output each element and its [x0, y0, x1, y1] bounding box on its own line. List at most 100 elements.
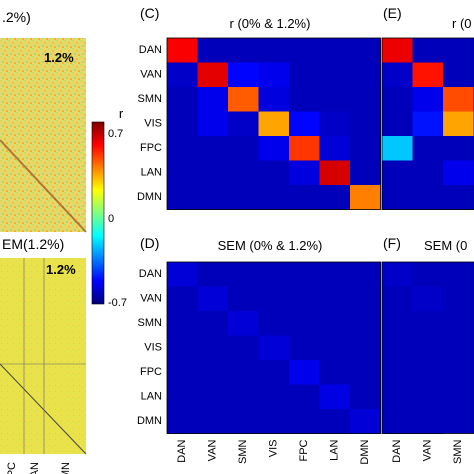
heatmap-cell [319, 185, 351, 210]
heatmap-cell [228, 87, 259, 112]
heatmap-cell [319, 136, 351, 161]
heatmap-cell [289, 335, 320, 361]
heatmap-cell [167, 38, 198, 63]
heatmap-e [381, 37, 474, 210]
heatmap-cell [228, 262, 259, 287]
heatmap-cell [382, 286, 413, 312]
heatmap-cell [197, 160, 229, 186]
heatmap-cell [228, 62, 259, 88]
heatmap-cell [167, 62, 198, 88]
row-tick-label: SMN [138, 317, 163, 329]
row-tick-label: VAN [140, 69, 162, 81]
heatmap-frame [381, 261, 474, 434]
heatmap-cell [289, 360, 320, 385]
heatmap-cell [382, 62, 413, 88]
heatmap-cell [382, 136, 413, 161]
heatmap-cell [382, 185, 413, 210]
heatmap-cell [350, 111, 381, 137]
heatmap-cell [350, 311, 381, 336]
heatmap-cell [197, 409, 229, 434]
heatmap-cell [382, 38, 413, 63]
left-x-tick-labels: FPC LAN DMN [6, 462, 72, 474]
row-tick-label: DAN [139, 44, 162, 56]
heatmap-cell [167, 185, 198, 210]
heatmap-cell [443, 87, 474, 112]
heatmap-cell [167, 335, 198, 361]
heatmap-cell [167, 262, 198, 287]
heatmap-cell [289, 262, 320, 287]
heatmap-cell [258, 409, 290, 434]
heatmap-cell [289, 286, 320, 312]
heatmap-cell [319, 38, 351, 63]
heatmap-cell [350, 62, 381, 88]
heatmap-cell [443, 136, 474, 161]
heatmap-cell [258, 136, 290, 161]
heatmap-cell [167, 311, 198, 336]
heatmap-cell [319, 87, 351, 112]
heatmap-cell [350, 286, 381, 312]
heatmap-cell [289, 111, 320, 137]
heatmap-cell [258, 62, 290, 88]
heatmap-cell [382, 360, 413, 385]
heatmap-cell [197, 286, 229, 312]
heatmap-cell [350, 87, 381, 112]
heatmap-d: DAN VAN SMN VIS FPC LAN DMN DAN VAN SMN VIS FPC LAN D… [137, 261, 381, 465]
column-tick-label: DMN [359, 439, 371, 464]
heatmap-cell [167, 160, 198, 186]
column-tick-label: VAN [422, 439, 434, 461]
heatmap-cell [197, 311, 229, 336]
heatmap-cell [412, 160, 444, 186]
row-tick-label: DMN [137, 415, 162, 427]
heatmap-cell [228, 160, 259, 186]
heatmap-cell [382, 335, 413, 361]
heatmap-cell [167, 136, 198, 161]
colorbar [91, 121, 105, 305]
heatmap-cell [382, 160, 413, 186]
panel-title-d: SEM (0% & 1.2%) [218, 238, 323, 253]
heatmap-cell [412, 136, 444, 161]
heatmap-cell [412, 335, 444, 361]
column-tick-label: SMN [452, 439, 464, 464]
left-top-title: .2%) [2, 9, 31, 25]
left-top-badge: 1.2% [44, 50, 74, 65]
heatmap-cell [382, 311, 413, 336]
heatmap-cell [319, 311, 351, 336]
heatmap-cell [412, 38, 444, 63]
heatmap-cell [382, 87, 413, 112]
heatmap-layer: DANVANSMNVISFPCLANDMNDANVANSMNVISFPCLAND… [137, 37, 474, 465]
heatmap-cell [197, 384, 229, 410]
heatmap-cell [319, 286, 351, 312]
row-tick-label: FPC [140, 366, 162, 378]
heatmap-cell [382, 262, 413, 287]
heatmap-cell [289, 38, 320, 63]
heatmap-cell [289, 384, 320, 410]
heatmap-cell [167, 111, 198, 137]
heatmap-cell [167, 286, 198, 312]
row-tick-label: VAN [140, 293, 162, 305]
heatmap-cell [412, 360, 444, 385]
column-tick-label: DAN [391, 439, 403, 462]
column-tick-label: FPC [298, 439, 310, 461]
heatmap-cell [258, 335, 290, 361]
heatmap-f: DAN VAN SMN [381, 261, 474, 464]
left-bottom-title: EM(1.2%) [2, 236, 64, 252]
heatmap-cell [319, 335, 351, 361]
heatmap-cell [443, 262, 474, 434]
left-bottom-badge: 1.2% [46, 262, 76, 277]
heatmap-cell [228, 111, 259, 137]
heatmap-cell [350, 262, 381, 287]
heatmap-cell [382, 111, 413, 137]
heatmap-cell [258, 185, 290, 210]
heatmap-cell [258, 160, 290, 186]
colorbar-tick-max: 0.7 [108, 128, 123, 140]
heatmap-cell [258, 311, 290, 336]
left-bottom-diagonal [0, 363, 87, 455]
heatmap-cell [350, 360, 381, 385]
heatmap-cell [228, 286, 259, 312]
heatmap-cell [197, 38, 229, 63]
heatmap-cell [167, 87, 198, 112]
row-tick-label: LAN [141, 167, 162, 179]
heatmap-cell [197, 185, 229, 210]
heatmap-cell [228, 360, 259, 385]
heatmap-cell [258, 111, 290, 137]
